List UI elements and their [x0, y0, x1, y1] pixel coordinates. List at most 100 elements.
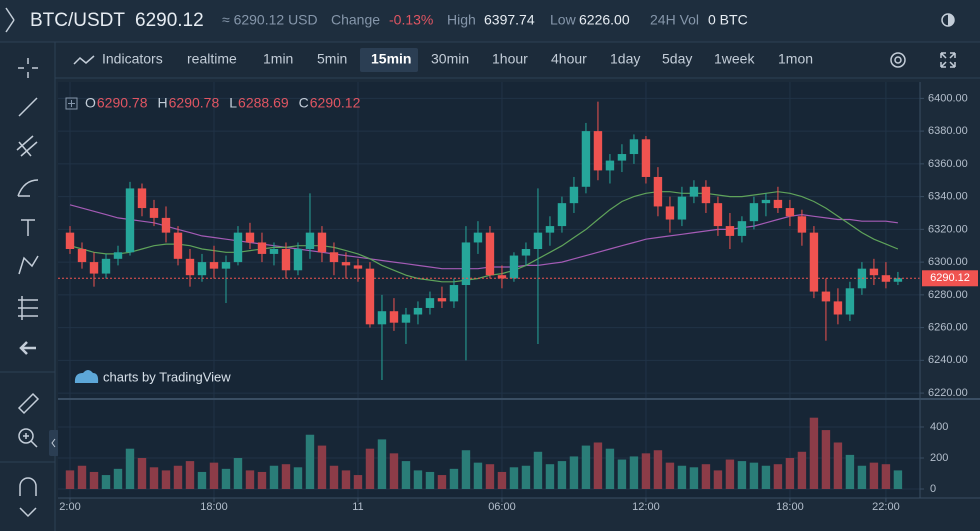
- interval-button[interactable]: 30min: [431, 51, 469, 67]
- interval-button[interactable]: realtime: [187, 51, 237, 67]
- settings-icon[interactable]: [890, 52, 906, 68]
- candle-body: [209, 262, 219, 269]
- volume-bar: [533, 451, 543, 490]
- candle-body: [245, 232, 255, 243]
- volume-bar: [485, 464, 495, 490]
- collapse-tab[interactable]: [49, 430, 59, 456]
- more-tools[interactable]: [19, 507, 37, 518]
- candle-body: [221, 262, 231, 269]
- x-tick-label: 06:00: [488, 501, 516, 513]
- volume-bar: [569, 456, 579, 490]
- pattern-tool[interactable]: [18, 255, 39, 275]
- volume-bar: [677, 465, 687, 490]
- x-tick-label: 11: [352, 501, 363, 513]
- magnet-tool[interactable]: [19, 477, 37, 496]
- back-icon[interactable]: [5, 7, 15, 21]
- interval-button[interactable]: 15min: [371, 51, 411, 67]
- stat-value: 6397.74: [484, 12, 535, 28]
- volume-bar: [125, 448, 135, 490]
- candle-body: [497, 275, 507, 279]
- candle-body: [317, 232, 327, 253]
- volume-bar: [377, 439, 387, 490]
- volume-bar: [221, 468, 231, 490]
- candle-body: [713, 203, 723, 227]
- volume-bar: [473, 462, 483, 490]
- trendline-tool[interactable]: [18, 97, 38, 117]
- y-tick-label: 6260.00: [928, 322, 968, 334]
- fullscreen-icon[interactable]: [940, 52, 956, 68]
- interval-button[interactable]: 1week: [714, 51, 755, 67]
- volume-bar: [869, 462, 879, 490]
- stat-value: -0.13%: [389, 12, 433, 28]
- candle-body: [305, 232, 315, 250]
- volume-bar: [605, 448, 615, 490]
- text-tool[interactable]: [21, 219, 35, 236]
- y-tick-label: 6400.00: [928, 92, 968, 104]
- settings-icon-center: [894, 56, 902, 64]
- volume-bar: [437, 475, 447, 490]
- candle-body: [437, 298, 447, 302]
- volume-bar: [149, 467, 159, 490]
- ruler-tool[interactable]: [17, 392, 40, 415]
- interval-button[interactable]: 4hour: [551, 51, 587, 67]
- interval-group: realtime 1min 5min 15min 30min 1hour 4hour 1day…: [187, 51, 813, 67]
- stat-label: High: [447, 12, 476, 28]
- interval-button[interactable]: 5min: [317, 51, 347, 67]
- candle-body: [809, 232, 819, 292]
- volume-bar: [857, 465, 867, 490]
- candle-body: [269, 249, 279, 254]
- ohlc-value: 6290.12: [310, 95, 361, 111]
- volume-bar: [653, 450, 663, 490]
- prediction-tool[interactable]: [18, 296, 38, 320]
- volume-bar: [209, 462, 219, 490]
- interval-button[interactable]: 1hour: [492, 51, 528, 67]
- candle-body: [149, 208, 159, 218]
- interval-button[interactable]: 5day: [662, 51, 692, 67]
- interval-button[interactable]: 1day: [610, 51, 640, 67]
- collapse-arrow: [51, 438, 56, 448]
- candle-body: [521, 249, 531, 256]
- candle-body: [173, 232, 183, 259]
- crosshair-tool[interactable]: [18, 58, 38, 78]
- candle-body: [653, 176, 663, 207]
- indicators-icon: [73, 55, 95, 65]
- candle-body: [341, 262, 351, 266]
- candle-body: [125, 188, 135, 253]
- candle-body: [485, 232, 495, 276]
- zoom-tool[interactable]: [18, 428, 34, 444]
- candle-body: [329, 252, 339, 263]
- volume-bar: [329, 465, 339, 490]
- volume-bar: [161, 470, 171, 490]
- x-tick-label: 18:00: [200, 501, 228, 513]
- back-tool[interactable]: [19, 341, 36, 355]
- candle-body: [233, 232, 243, 263]
- interval-button[interactable]: 1mon: [778, 51, 813, 67]
- chart-area: [58, 82, 920, 498]
- fib-tool[interactable]: [16, 135, 38, 157]
- stat-label: Low: [550, 12, 577, 28]
- legend-toggle[interactable]: [65, 97, 78, 110]
- ohlc-label: H: [158, 95, 168, 111]
- candle-body: [617, 154, 627, 161]
- candle-body: [737, 221, 747, 236]
- volume-bar: [593, 442, 603, 490]
- interval-button[interactable]: 1min: [263, 51, 293, 67]
- brush-tool[interactable]: [17, 179, 39, 197]
- candle-body: [509, 255, 519, 279]
- candle-body: [413, 307, 423, 315]
- volume-bar: [269, 465, 279, 490]
- candle-body: [461, 242, 471, 286]
- volume-tick-label: 400: [930, 421, 948, 433]
- last-price-label: 6290.12: [930, 272, 970, 284]
- volume-bar: [749, 462, 759, 490]
- candle-body: [761, 199, 771, 204]
- volume-bar: [317, 445, 327, 490]
- symbol: BTC/USDT: [30, 10, 125, 31]
- volume-tick-label: 200: [930, 452, 948, 464]
- volume-bar: [821, 430, 831, 490]
- candle-body: [893, 278, 903, 282]
- x-tick-label: 22:00: [872, 501, 900, 513]
- drawing-tools: [0, 58, 59, 518]
- indicators-button[interactable]: Indicators: [102, 51, 163, 67]
